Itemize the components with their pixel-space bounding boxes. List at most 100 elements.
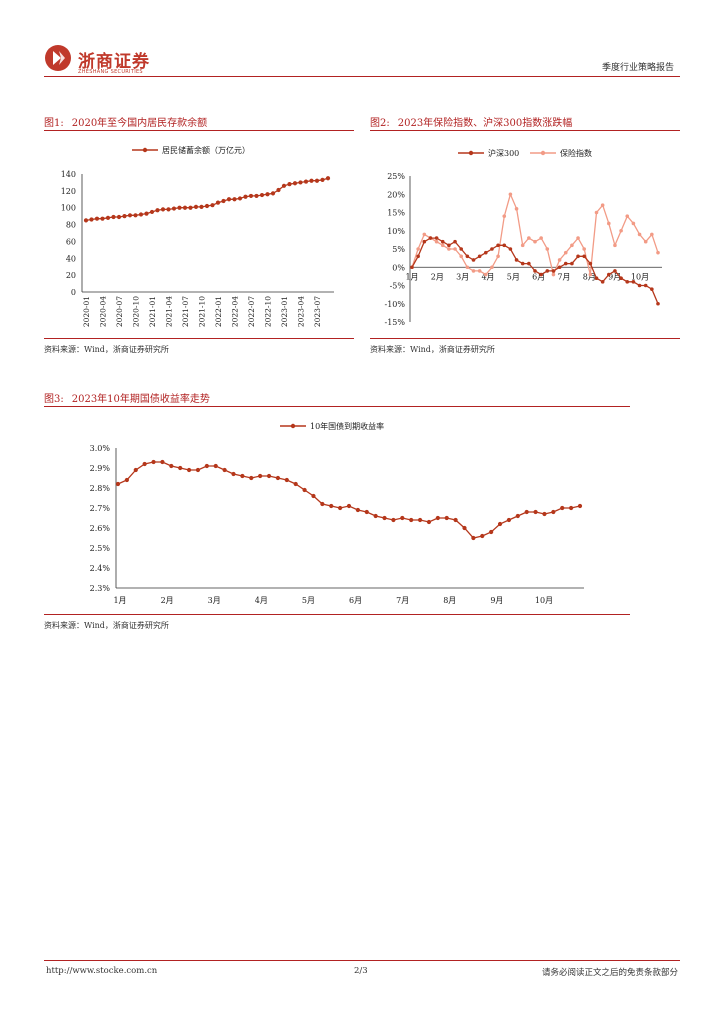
chart1-series-point	[254, 193, 259, 199]
chart3-y-tick: 2.4%	[90, 564, 111, 573]
chart2-legend-csi300-label: 沪深300	[488, 148, 519, 158]
chart3-legend-marker	[290, 423, 296, 429]
chart2-x-tick: 2月	[431, 272, 444, 281]
chart3-x-tick: 7月	[396, 596, 409, 605]
chart2-csi300-point	[416, 254, 420, 259]
chart3-x-tick: 9月	[490, 596, 503, 605]
figure-3-caption: 2023年10年期国债收益率走势	[71, 394, 210, 405]
chart3-series-point	[320, 501, 325, 507]
chart2-insurance-point	[416, 247, 420, 251]
chart3-series-point	[515, 513, 520, 519]
chart1-x-tick: 2021-01	[148, 296, 157, 327]
chart2-insurance-point	[471, 269, 476, 273]
chart2-insurance-point	[508, 192, 513, 197]
figure-3-label: 图3:	[44, 394, 64, 405]
chart1-x-tick: 2023-07	[313, 296, 322, 327]
chart3-series-point	[551, 509, 556, 515]
report-type: 季度行业策略报告	[601, 63, 674, 73]
logo-subtitle: ZHESHANG SECURITIES	[78, 69, 143, 75]
chart2-y-tick: -5%	[390, 282, 406, 291]
chart2-csi300-point	[600, 280, 605, 284]
chart2-x-tick: 10月	[631, 272, 649, 281]
chart2-csi300-point	[588, 261, 593, 266]
chart1-series-point	[265, 192, 270, 197]
page-number: 2/3	[354, 966, 368, 976]
chart2-insurance-point	[570, 243, 574, 248]
chart2-csi300-point	[637, 283, 642, 288]
footer-url[interactable]: http://www.stocke.com.cn	[46, 966, 158, 976]
chart1-legend-marker	[142, 147, 148, 153]
chart2-legend-insurance-label: 保险指数	[560, 148, 592, 158]
figure-1-source: 资料来源：Wind，浙商证券研究所	[44, 345, 169, 354]
chart3-series-point	[231, 471, 236, 477]
chart2-insurance-line	[411, 192, 659, 277]
bond-yield-chart: 10年国债到期收益率 2.3% 2.4% 2.5% 2.6% 2.7% 2.8% 2.9% 3.…	[90, 421, 584, 605]
chart1-y-tick: 120	[61, 187, 76, 196]
chart2-csi300-point	[594, 276, 599, 280]
chart3-series-point	[186, 467, 192, 473]
chart1-series-point	[325, 176, 331, 181]
chart2-insurance-point	[619, 228, 623, 233]
chart1-series-line	[85, 177, 329, 222]
chart2-insurance-point	[490, 265, 494, 270]
chart2-insurance-point	[582, 247, 586, 251]
chart2-csi300-point	[447, 243, 451, 248]
chart1-series-point	[160, 207, 166, 212]
chart3-legend-label: 10年国债到期收益率	[310, 421, 384, 431]
chart2-y-tick: 0%	[392, 263, 405, 272]
chart1-legend-label: 居民储蓄余额（万亿元）	[162, 145, 250, 155]
chart1-series-point	[127, 213, 133, 218]
chart3-series-point	[373, 513, 378, 519]
chart2-y-tick: 25%	[387, 172, 405, 181]
chart2-csi300-point	[410, 265, 414, 270]
chart1-series-point	[83, 218, 89, 223]
chart2-insurance-point	[656, 250, 660, 255]
chart1-series-point	[149, 209, 155, 215]
chart3-series-point	[115, 481, 121, 487]
chart2-y-tick: -15%	[385, 318, 406, 327]
chart3-x-tick: 6月	[349, 596, 362, 605]
chart2-csi300-point	[563, 261, 568, 266]
chart1-series-point	[287, 182, 292, 187]
chart2-csi300-point	[502, 243, 507, 248]
figure-3-source: 资料来源：Wind，浙商证券研究所	[44, 621, 169, 630]
chart2-insurance-point	[484, 272, 488, 277]
chart2-insurance-point	[563, 250, 568, 255]
chart3-series-point	[480, 533, 485, 539]
chart1-x-tick: 2021-04	[165, 296, 174, 327]
chart1-series-point	[320, 177, 325, 182]
chart1-series-point	[188, 205, 193, 210]
chart3-series-point	[178, 465, 183, 471]
chart1-y-tick: 140	[61, 170, 76, 179]
chart1-series-point	[237, 196, 243, 201]
chart3-series-point	[409, 517, 414, 523]
chart3-series-line	[117, 461, 581, 539]
chart2-legend-insurance-marker	[540, 150, 546, 156]
chart2-csi300-point	[607, 272, 611, 277]
chart3-series-point	[151, 459, 156, 465]
chart2-csi300-point	[643, 283, 648, 288]
chart2-csi300-point	[545, 269, 550, 273]
chart2-csi300-point	[465, 254, 470, 259]
chart2-csi300-point	[625, 280, 630, 284]
chart3-series-point	[506, 517, 512, 523]
chart3-series-point	[417, 517, 423, 523]
deposit-balance-chart: 居民储蓄余额（万亿元） 0 20 40 60 80 100 120 140 2020-01 2020…	[61, 145, 334, 327]
chart3-series-point	[453, 517, 458, 523]
chart3-series-point	[364, 509, 369, 515]
chart3-series-point	[338, 505, 343, 511]
chart1-series-point	[303, 179, 309, 184]
chart1-y-tick: 40	[66, 254, 76, 263]
chart2-insurance-point	[533, 239, 537, 244]
chart2-x-tick: 8月	[583, 272, 596, 281]
chart2-insurance-point	[545, 247, 550, 251]
chart2-csi300-point	[576, 254, 580, 259]
chart2-csi300-point	[520, 261, 525, 266]
chart1-y-tick: 0	[71, 288, 76, 297]
chart1-series-point	[100, 216, 105, 221]
chart3-series-point	[391, 517, 396, 523]
chart2-insurance-point	[650, 232, 654, 237]
chart3-series-point	[462, 525, 467, 531]
chart2-insurance-point	[496, 254, 500, 259]
chart2-csi300-point	[496, 243, 500, 248]
